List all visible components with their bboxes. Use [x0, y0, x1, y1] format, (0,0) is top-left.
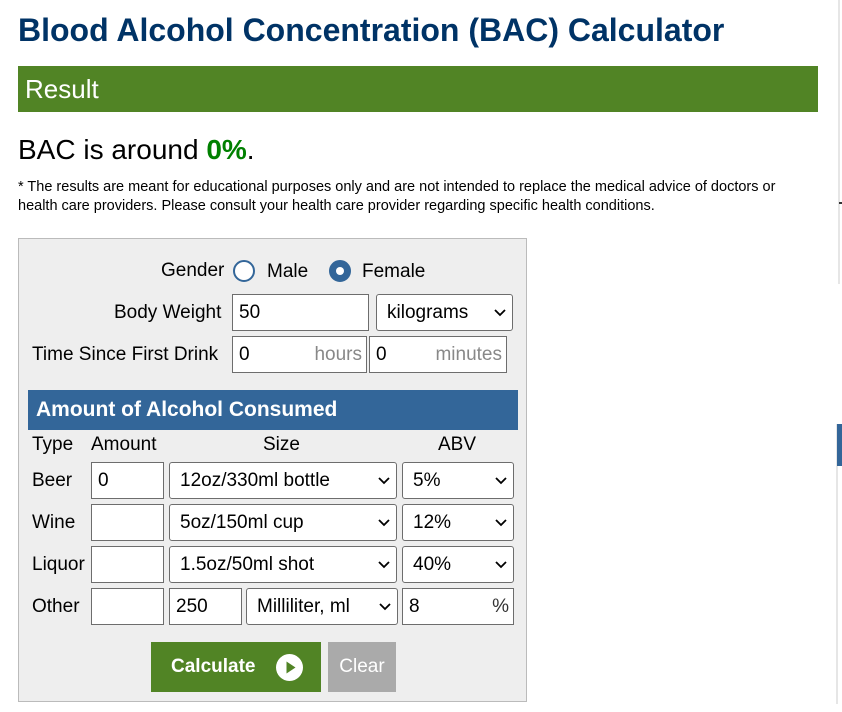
- calculate-button[interactable]: Calculate: [151, 642, 321, 692]
- play-circle-icon: [276, 654, 303, 681]
- wine-amount-input[interactable]: [91, 504, 164, 541]
- chevron-down-icon: [378, 560, 390, 568]
- bac-result-suffix: .: [246, 134, 255, 165]
- disclaimer: * The results are meant for educational …: [18, 179, 776, 214]
- other-abv-value: 8: [409, 595, 420, 617]
- chevron-down-icon: [495, 518, 507, 526]
- liquor-size-value: 1.5oz/50ml shot: [180, 553, 315, 575]
- minutes-unit: minutes: [435, 343, 502, 365]
- body-weight-label: Body Weight: [114, 302, 222, 323]
- side-tick: [839, 202, 842, 204]
- time-since-label: Time Since First Drink: [32, 344, 219, 365]
- hours-value: 0: [239, 343, 250, 365]
- liquor-label: Liquor: [32, 554, 85, 575]
- bac-result: BAC is around 0%.: [18, 134, 255, 166]
- minutes-input[interactable]: 0 minutes: [369, 336, 507, 373]
- gender-male-label[interactable]: Male: [267, 261, 309, 282]
- side-accent: [837, 424, 842, 466]
- beer-size-select[interactable]: 12oz/330ml bottle: [169, 462, 397, 499]
- liquor-abv-value: 40%: [413, 553, 452, 575]
- liquor-size-select[interactable]: 1.5oz/50ml shot: [169, 546, 397, 583]
- beer-amount-input[interactable]: 0: [91, 462, 164, 499]
- beer-size-value: 12oz/330ml bottle: [180, 469, 330, 491]
- chevron-down-icon: [378, 476, 390, 484]
- other-unit-value: Milliliter, ml: [257, 595, 350, 617]
- gender-female-label[interactable]: Female: [362, 261, 426, 282]
- other-amount-input[interactable]: [91, 588, 164, 625]
- beer-abv-select[interactable]: 5%: [402, 462, 514, 499]
- minutes-value: 0: [376, 343, 387, 365]
- bac-result-prefix: BAC is around: [18, 134, 207, 165]
- body-weight-value: 50: [239, 301, 261, 323]
- alcohol-section-header: Amount of Alcohol Consumed: [28, 390, 518, 430]
- other-size-value: 250: [176, 595, 208, 617]
- chevron-down-icon: [495, 560, 507, 568]
- other-label: Other: [32, 596, 80, 617]
- page-title: Blood Alcohol Concentration (BAC) Calcul…: [18, 12, 725, 48]
- liquor-amount-input[interactable]: [91, 546, 164, 583]
- result-header: Result: [18, 66, 818, 112]
- calculator-form: Gender Male Female Body Weight 50 kilogr…: [18, 238, 527, 702]
- other-abv-input[interactable]: 8 %: [402, 588, 514, 625]
- chevron-down-icon: [378, 518, 390, 526]
- clear-button[interactable]: Clear: [328, 642, 396, 692]
- beer-label: Beer: [32, 470, 73, 491]
- weight-unit-value: kilograms: [387, 301, 469, 323]
- column-abv: ABV: [438, 434, 477, 455]
- column-size: Size: [263, 434, 300, 455]
- wine-abv-select[interactable]: 12%: [402, 504, 514, 541]
- chevron-down-icon: [379, 602, 391, 610]
- side-divider-bottom: [836, 424, 838, 704]
- column-type: Type: [32, 434, 74, 455]
- hours-unit: hours: [314, 343, 362, 365]
- wine-abv-value: 12%: [413, 511, 452, 533]
- beer-abv-value: 5%: [413, 469, 441, 491]
- chevron-down-icon: [494, 308, 506, 316]
- other-unit-select[interactable]: Milliliter, ml: [246, 588, 398, 625]
- gender-female-radio[interactable]: [329, 260, 351, 282]
- hours-input[interactable]: 0 hours: [232, 336, 367, 373]
- liquor-abv-select[interactable]: 40%: [402, 546, 514, 583]
- calculate-button-label: Calculate: [171, 656, 256, 677]
- weight-unit-select[interactable]: kilograms: [376, 294, 513, 331]
- chevron-down-icon: [495, 476, 507, 484]
- gender-label: Gender: [161, 260, 225, 281]
- wine-size-value: 5oz/150ml cup: [180, 511, 304, 533]
- column-amount: Amount: [91, 434, 157, 455]
- beer-amount-value: 0: [98, 469, 109, 491]
- gender-male-radio[interactable]: [233, 260, 255, 282]
- wine-size-select[interactable]: 5oz/150ml cup: [169, 504, 397, 541]
- other-abv-unit: %: [492, 595, 509, 617]
- bac-value: 0%: [206, 134, 247, 165]
- clear-button-label: Clear: [339, 656, 385, 677]
- other-size-input[interactable]: 250: [169, 588, 242, 625]
- wine-label: Wine: [32, 512, 76, 533]
- side-divider-top: [838, 0, 840, 284]
- body-weight-input[interactable]: 50: [232, 294, 369, 331]
